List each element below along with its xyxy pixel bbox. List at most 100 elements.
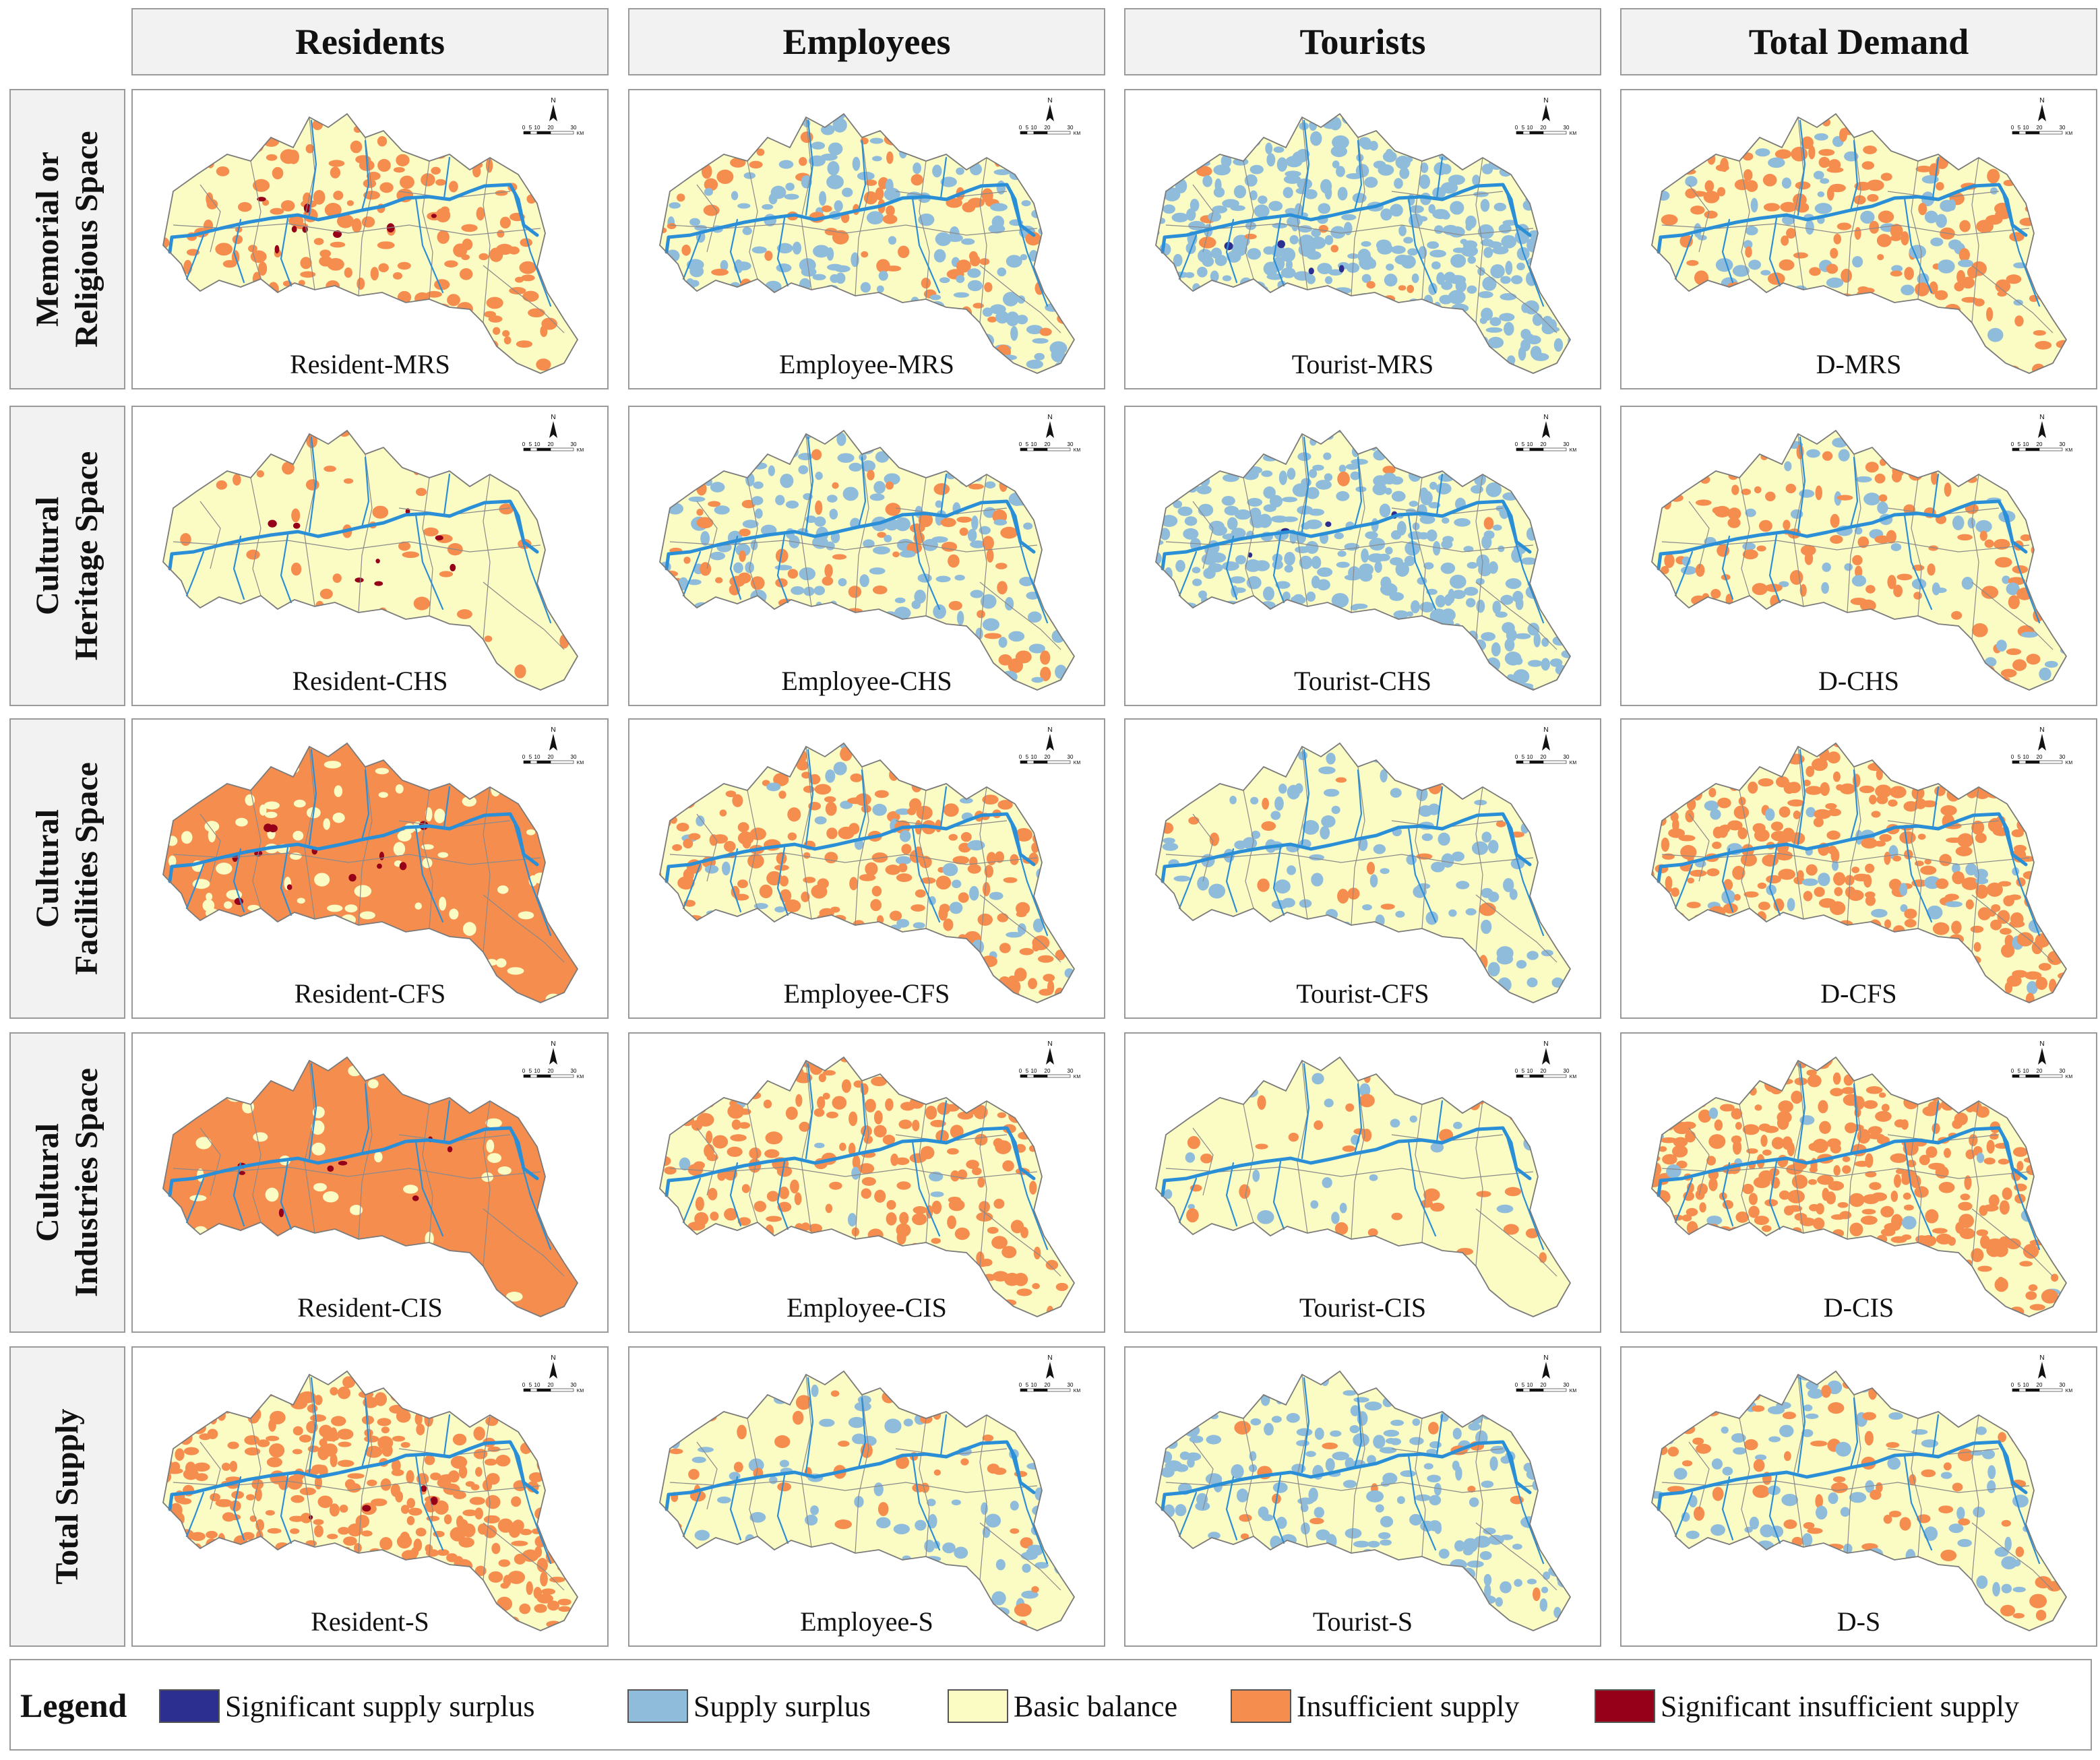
patch-insufficient-supply <box>305 479 319 491</box>
patch-supply-surplus <box>1466 285 1477 294</box>
patch-supply-surplus <box>1380 868 1390 875</box>
patch-supply-surplus <box>1466 114 1478 118</box>
district-boundary <box>979 157 987 323</box>
study-area-outline <box>1155 113 1572 374</box>
patch-insufficient-supply <box>1972 623 1988 637</box>
patch-insufficient-supply <box>2064 944 2066 952</box>
patch-supply-surplus <box>996 114 1009 123</box>
patch-insufficient-supply <box>572 284 578 299</box>
patch-supply-surplus <box>998 637 1008 648</box>
patch-insufficient-supply <box>1987 909 1996 917</box>
patch-insufficient-supply <box>1242 293 1252 301</box>
patch-insufficient-supply <box>1658 1061 1671 1075</box>
patch-supply-surplus <box>801 636 811 643</box>
patch-insufficient-supply <box>2010 159 2022 171</box>
map-region-base <box>1652 114 2066 373</box>
patch-insufficient-supply <box>660 747 672 760</box>
patch-insufficient-supply <box>343 478 354 484</box>
patch-supply-surplus <box>1432 114 1440 117</box>
patch-insufficient-supply <box>163 296 171 305</box>
north-arrow-icon <box>1046 734 1054 751</box>
patch-insufficient-supply <box>970 255 981 267</box>
patch-insufficient-supply <box>1791 146 1808 162</box>
patch-insufficient-supply <box>1987 750 2000 764</box>
patch-insufficient-supply <box>1014 968 1027 982</box>
tributary-river <box>1505 819 1545 937</box>
study-area-outline <box>659 742 1076 1003</box>
tributary-river <box>1009 819 1049 937</box>
patch-supply-surplus <box>776 263 792 273</box>
district-boundary <box>483 582 565 650</box>
patch-insufficient-supply <box>2058 898 2066 908</box>
patch-insufficient-supply <box>1860 599 1876 612</box>
patch-supply-surplus <box>1781 177 1792 189</box>
patch-insufficient-supply <box>376 431 390 441</box>
patch-basic-balance <box>495 958 507 968</box>
patch-supply-surplus <box>1550 276 1560 288</box>
patch-insufficient-supply <box>1398 285 1407 291</box>
patch-insufficient-supply <box>536 358 551 371</box>
patch-supply-surplus <box>954 133 972 146</box>
patch-insufficient-supply <box>1905 956 1919 971</box>
patch-insufficient-supply <box>520 238 532 247</box>
patch-insufficient-supply <box>1779 1057 1795 1063</box>
patch-basic-balance <box>398 1253 412 1267</box>
patch-supply-surplus <box>940 177 957 187</box>
patch-insufficient-supply <box>456 609 472 619</box>
patch-supply-surplus <box>1492 246 1509 255</box>
patch-insufficient-supply <box>1652 1066 1660 1075</box>
patch-insufficient-supply <box>1926 754 1942 767</box>
patch-insufficient-supply <box>672 844 683 851</box>
patch-insufficient-supply <box>848 1111 858 1127</box>
patch-insufficient-supply <box>1934 290 1948 301</box>
patch-supply-surplus <box>1049 571 1057 586</box>
patch-insufficient-supply <box>2045 843 2053 854</box>
patch-insufficient-supply <box>822 576 834 586</box>
patch-basic-balance <box>345 945 353 954</box>
district-boundary <box>1243 1104 1254 1223</box>
patch-supply-surplus <box>1864 313 1878 325</box>
patch-supply-surplus <box>1276 755 1285 765</box>
tributary-river <box>1407 513 1437 610</box>
scale-bar-segment <box>550 131 574 135</box>
patch-insufficient-supply <box>1805 864 1818 876</box>
patch-supply-surplus <box>1911 578 1927 590</box>
patch-insufficient-supply <box>1345 1103 1355 1112</box>
patch-insufficient-supply <box>478 253 489 261</box>
patch-supply-surplus <box>1487 891 1500 902</box>
patch-insufficient-supply <box>330 166 341 179</box>
patch-insufficient-supply <box>413 596 431 610</box>
patch-insufficient-supply <box>737 1217 751 1226</box>
patch-supply-surplus <box>720 259 729 271</box>
north-label: N <box>551 1040 555 1048</box>
patch-supply-surplus <box>935 575 951 583</box>
patch-supply-surplus <box>1156 199 1159 212</box>
patch-insufficient-supply <box>717 334 729 349</box>
patch-supply-surplus <box>1367 1278 1375 1293</box>
scale-tick-label: 10 <box>1527 1068 1533 1074</box>
patch-insufficient-supply <box>1679 1121 1696 1129</box>
patch-insufficient-supply <box>1818 156 1830 168</box>
patch-supply-surplus <box>1442 132 1459 140</box>
district-boundary <box>250 790 261 909</box>
patch-supply-surplus <box>956 167 964 175</box>
patch-supply-surplus <box>1311 228 1321 237</box>
patch-insufficient-supply <box>932 1284 941 1291</box>
patch-insufficient-supply <box>195 302 210 312</box>
patch-supply-surplus <box>660 1090 662 1101</box>
patch-insufficient-supply <box>977 913 993 926</box>
patch-supply-surplus <box>1052 466 1063 476</box>
patch-supply-surplus <box>1671 145 1679 153</box>
patch-supply-surplus <box>946 472 956 480</box>
patch-insufficient-supply <box>847 1260 863 1273</box>
patch-insufficient-supply <box>750 131 765 144</box>
patch-insufficient-supply <box>2000 668 2017 678</box>
patch-supply-surplus <box>1374 561 1382 573</box>
patch-supply-surplus <box>689 959 704 970</box>
patch-supply-surplus <box>1685 176 1698 187</box>
patch-insufficient-supply <box>858 1163 875 1174</box>
patch-basic-balance <box>181 831 193 844</box>
patch-insufficient-supply <box>1033 1247 1041 1260</box>
patch-supply-surplus <box>1211 525 1227 536</box>
patch-insufficient-supply <box>1057 582 1074 595</box>
